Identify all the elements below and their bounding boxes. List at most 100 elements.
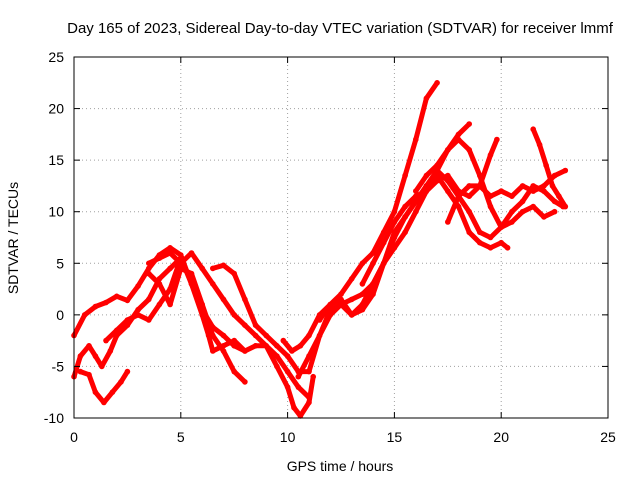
data-point — [541, 183, 547, 189]
data-point — [220, 332, 227, 339]
data-point — [530, 126, 536, 132]
data-point — [549, 183, 556, 189]
data-point — [370, 250, 376, 256]
data-point — [504, 245, 511, 251]
x-tick-label: 10 — [280, 429, 296, 445]
data-point — [210, 332, 216, 339]
data-point — [252, 332, 259, 339]
data-point — [306, 399, 312, 406]
data-point — [220, 296, 227, 303]
data-point — [434, 80, 440, 86]
data-point — [135, 312, 141, 318]
data-point — [466, 229, 473, 236]
data-point — [445, 172, 451, 179]
data-point — [487, 152, 494, 158]
data-point — [252, 322, 259, 329]
data-point — [167, 250, 173, 256]
data-point — [92, 353, 99, 359]
y-tick-label: 25 — [48, 49, 64, 65]
data-point — [413, 208, 419, 215]
data-point — [306, 368, 312, 375]
data-point — [291, 404, 297, 411]
data-point — [370, 291, 376, 298]
data-point — [413, 136, 419, 143]
data-point — [530, 188, 536, 194]
data-point — [124, 297, 131, 304]
data-point — [530, 183, 536, 189]
data-point — [541, 188, 547, 194]
data-point — [113, 327, 120, 334]
ticks: 0 5 10 15 20 25 -10 -5 0 5 10 15 20 25 — [44, 49, 616, 445]
data-point — [530, 203, 536, 210]
y-tick-label: -5 — [52, 358, 65, 374]
data-point — [541, 214, 547, 220]
data-point — [220, 348, 227, 354]
data-point — [231, 368, 237, 375]
x-tick-label: 20 — [493, 429, 509, 445]
data-point — [423, 188, 430, 194]
data-point — [210, 281, 216, 287]
data-point — [348, 276, 355, 282]
y-axis-label: SDTVAR / TECUs — [5, 182, 21, 294]
data-point — [231, 270, 237, 277]
data-point — [178, 265, 184, 272]
series-line-track-6 — [146, 250, 312, 400]
data-point — [101, 399, 107, 406]
data-point — [167, 301, 173, 308]
data-point — [498, 224, 505, 230]
data-point — [445, 219, 451, 225]
data-point — [434, 178, 440, 184]
data-point — [77, 353, 84, 359]
series-layer — [71, 80, 569, 419]
y-tick-label: 15 — [48, 152, 64, 168]
data-point — [118, 379, 124, 385]
data-point — [338, 291, 344, 298]
data-point — [135, 283, 141, 289]
x-tick-label: 5 — [177, 429, 185, 445]
plot-frame — [73, 56, 609, 419]
y-tick-label: 0 — [56, 307, 64, 323]
data-point — [562, 203, 569, 210]
data-point — [477, 183, 483, 189]
data-point — [380, 260, 387, 267]
data-point — [210, 265, 216, 272]
data-point — [295, 373, 302, 380]
data-point — [370, 260, 376, 267]
data-point — [103, 337, 109, 344]
data-point — [81, 312, 88, 318]
data-point — [477, 239, 483, 246]
data-point — [86, 371, 92, 378]
data-point — [99, 363, 105, 370]
data-point — [455, 131, 462, 138]
data-point — [402, 229, 408, 236]
data-point — [380, 229, 387, 236]
data-point — [146, 270, 152, 277]
data-point — [113, 293, 120, 300]
data-point — [391, 208, 398, 215]
data-point — [103, 299, 109, 306]
data-point — [551, 172, 558, 179]
data-point — [280, 337, 287, 344]
data-point — [263, 332, 270, 339]
data-point — [519, 208, 526, 215]
data-point — [135, 306, 141, 313]
data-point — [413, 188, 419, 194]
data-point — [391, 234, 398, 241]
x-tick-label: 0 — [70, 429, 78, 445]
data-point — [445, 147, 451, 153]
y-tick-label: 10 — [48, 204, 64, 220]
chart-title: Day 165 of 2023, Sidereal Day-to-day VTE… — [67, 20, 614, 37]
data-point — [423, 172, 430, 179]
data-point — [199, 301, 205, 308]
data-point — [519, 198, 526, 205]
data-point — [124, 317, 131, 323]
data-point — [86, 343, 92, 349]
data-point — [306, 394, 312, 401]
data-point — [310, 373, 317, 380]
data-point — [543, 162, 549, 169]
x-tick-label: 25 — [600, 429, 616, 445]
data-point — [167, 245, 173, 251]
data-point — [455, 193, 462, 199]
data-point — [466, 147, 473, 153]
